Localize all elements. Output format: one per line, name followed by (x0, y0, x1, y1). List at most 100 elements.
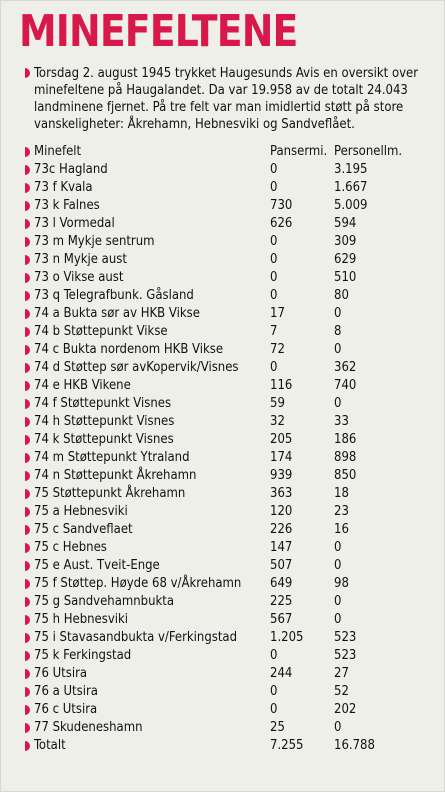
minefield-name: 73 o Vikse aust (34, 270, 124, 285)
bullet-marker-icon (25, 453, 30, 463)
bullet-marker-icon (25, 309, 30, 319)
pansermi-count: 0 (270, 702, 278, 717)
bullet-marker-icon (25, 345, 30, 355)
page-title: MINEFELTENE (19, 6, 298, 57)
minefield-name: 73 f Kvala (34, 180, 93, 195)
bullet-marker-icon (25, 363, 30, 373)
table-row: Totalt 7.255 16.788 (24, 737, 444, 755)
table-row: 73 n Mykje aust 0 629 (24, 251, 444, 269)
pansermi-count: 17 (270, 306, 285, 321)
pansermi-count: 507 (270, 558, 293, 573)
table-row: 74 k Støttepunkt Visnes 205 186 (24, 431, 444, 449)
personellm-count: 523 (334, 630, 357, 645)
bullet-marker-icon (25, 399, 30, 409)
table-row: 77 Skudeneshamn 25 0 (24, 719, 444, 737)
bullet-marker-icon (25, 687, 30, 697)
personellm-count: 1.667 (334, 180, 368, 195)
personellm-count: 27 (334, 666, 349, 681)
pansermi-count: 567 (270, 612, 293, 627)
pansermi-count: 0 (270, 270, 278, 285)
pansermi-count: 0 (270, 684, 278, 699)
bullet-marker-icon (25, 615, 30, 625)
minefield-name: 73 q Telegrafbunk. Gåsland (34, 288, 194, 303)
personellm-count: 0 (334, 612, 342, 627)
personellm-count: 33 (334, 414, 349, 429)
pansermi-count: 1.205 (270, 630, 304, 645)
minefield-name: 77 Skudeneshamn (34, 720, 143, 735)
table-row: 75 a Hebnesviki 120 23 (24, 503, 444, 521)
personellm-count: 0 (334, 342, 342, 357)
table-row: 74 e HKB Vikene 116 740 (24, 377, 444, 395)
table-row: 75 Støttepunkt Åkrehamn 363 18 (24, 485, 444, 503)
table-row: 74 b Støttepunkt Vikse 7 8 (24, 323, 444, 341)
personellm-count: 629 (334, 252, 357, 267)
bullet-marker-icon (25, 669, 30, 679)
pansermi-count: 0 (270, 288, 278, 303)
intro-paragraph: Torsdag 2. august 1945 trykket Haugesund… (34, 66, 419, 132)
pansermi-count: 626 (270, 216, 293, 231)
table-row: 74 c Bukta nordenom HKB Vikse 72 0 (24, 341, 444, 359)
personellm-count: 0 (334, 396, 342, 411)
pansermi-count: 730 (270, 198, 293, 213)
personellm-count: 510 (334, 270, 357, 285)
personellm-count: 523 (334, 648, 357, 663)
table-row: 75 c Hebnes 147 0 (24, 539, 444, 557)
bullet-marker-icon (25, 255, 30, 265)
table-row: 75 c Sandveflaet 226 16 (24, 521, 444, 539)
bullet-marker-icon (25, 417, 30, 427)
header-pansermi: Pansermi. (270, 144, 328, 159)
table-row: 73 k Falnes 730 5.009 (24, 197, 444, 215)
table-row: 75 k Ferkingstad 0 523 (24, 647, 444, 665)
personellm-count: 362 (334, 360, 357, 375)
bullet-marker-icon (25, 561, 30, 571)
minefield-name: 75 e Aust. Tveit-Enge (34, 558, 160, 573)
minefield-name: 75 h Hebnesviki (34, 612, 129, 627)
minefield-name: 75 a Hebnesviki (34, 504, 128, 519)
personellm-count: 594 (334, 216, 357, 231)
minefield-name: 75 i Stavasandbukta v/Ferkingstad (34, 630, 238, 645)
table-row: 75 i Stavasandbukta v/Ferkingstad 1.205 52… (24, 629, 444, 647)
pansermi-count: 244 (270, 666, 293, 681)
bullet-marker-icon (25, 543, 30, 553)
pansermi-count: 0 (270, 648, 278, 663)
minefield-name: 75 k Ferkingstad (34, 648, 132, 663)
bullet-marker-icon (25, 741, 30, 751)
bullet-marker-icon (25, 633, 30, 643)
minefield-name: 74 e HKB Vikene (34, 378, 131, 393)
table-row: 74 f Støttepunkt Visnes 59 0 (24, 395, 444, 413)
table-row: 73 o Vikse aust 0 510 (24, 269, 444, 287)
personellm-count: 0 (334, 594, 342, 609)
pansermi-count: 174 (270, 450, 293, 465)
pansermi-count: 72 (270, 342, 285, 357)
table-row: 74 h Støttepunkt Visnes 32 33 (24, 413, 444, 431)
table-row: 73 l Vormedal 626 594 (24, 215, 444, 233)
minefield-name: 74 m Støttepunkt Ytraland (34, 450, 190, 465)
table-row: 76 Utsira 244 27 (24, 665, 444, 683)
personellm-count: 850 (334, 468, 357, 483)
personellm-count: 0 (334, 720, 342, 735)
minefield-name: 75 c Sandveflaet (34, 522, 133, 537)
personellm-count: 98 (334, 576, 349, 591)
personellm-count: 740 (334, 378, 357, 393)
minefield-name: 74 k Støttepunkt Visnes (34, 432, 174, 447)
minefield-name: 73 k Falnes (34, 198, 100, 213)
minefield-name: 75 f Støttep. Høyde 68 v/Åkrehamn (34, 576, 242, 591)
table-row: 75 f Støttep. Høyde 68 v/Åkrehamn 649 98 (24, 575, 444, 593)
table-row: 74 m Støttepunkt Ytraland 174 898 (24, 449, 444, 467)
bullet-marker-icon (25, 273, 30, 283)
bullet-marker-icon (25, 219, 30, 229)
pansermi-count: 225 (270, 594, 293, 609)
bullet-marker-icon (25, 327, 30, 337)
bullet-marker-icon (25, 471, 30, 481)
minefield-name: 75 Støttepunkt Åkrehamn (34, 486, 186, 501)
bullet-marker-icon (25, 525, 30, 535)
minefield-name: 75 c Hebnes (34, 540, 107, 555)
bullet-marker-icon (25, 579, 30, 589)
personellm-count: 0 (334, 540, 342, 555)
pansermi-count: 939 (270, 468, 293, 483)
personellm-count: 898 (334, 450, 357, 465)
personellm-count: 80 (334, 288, 349, 303)
pansermi-count: 116 (270, 378, 293, 393)
table-row: 75 g Sandvehamnbukta 225 0 (24, 593, 444, 611)
table-row: 74 a Bukta sør av HKB Vikse 17 0 (24, 305, 444, 323)
